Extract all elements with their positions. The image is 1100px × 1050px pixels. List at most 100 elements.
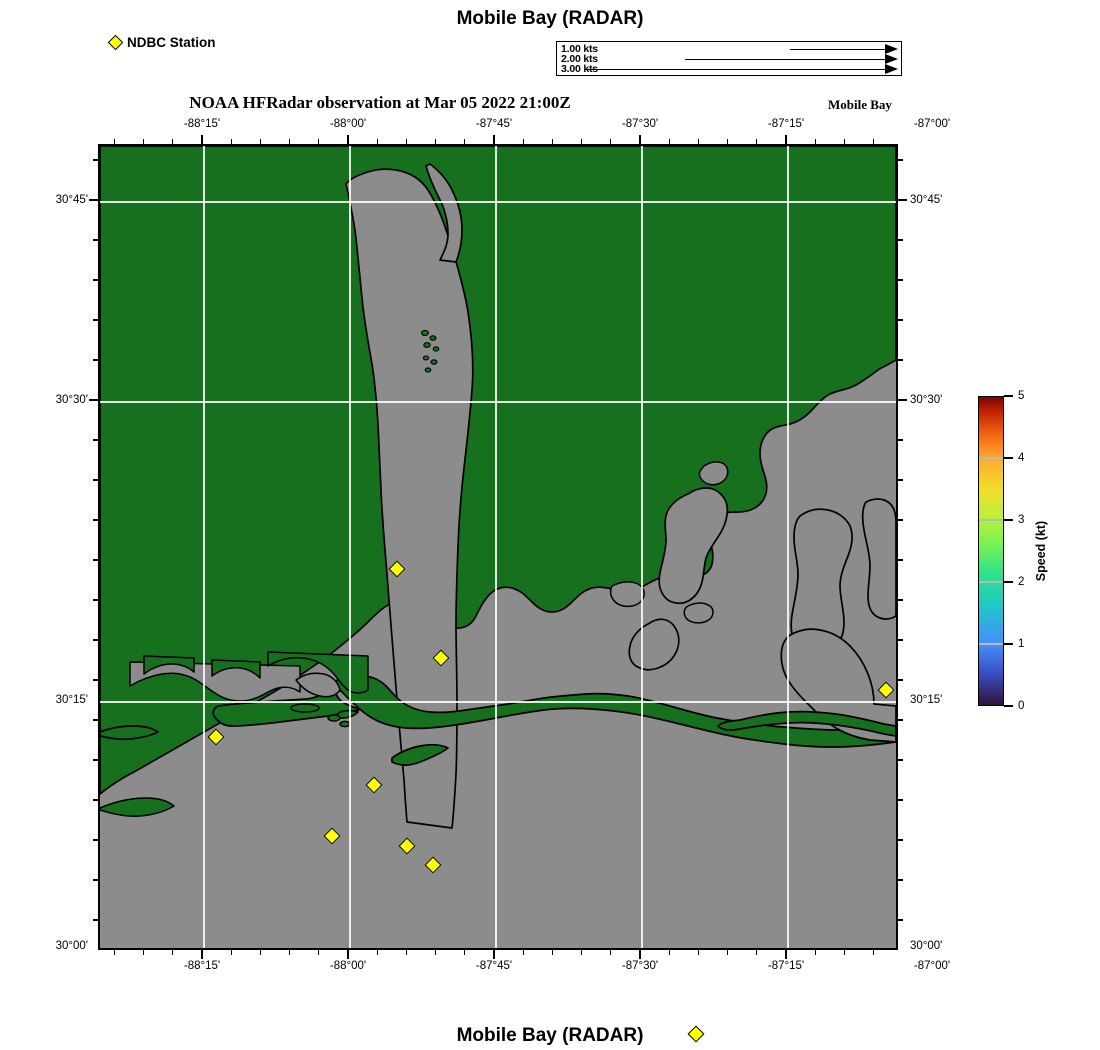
colorbar-tick-label: 5 [1018, 390, 1025, 402]
y-tick-left [93, 359, 98, 361]
y-tick-right [898, 319, 903, 321]
x-tick-bottom [697, 950, 700, 955]
x-tick-bottom [201, 950, 203, 959]
y-axis-label-right: 30°00' [910, 940, 943, 952]
y-tick-right [898, 359, 903, 361]
x-tick-top [230, 139, 232, 144]
x-tick-bottom [551, 950, 554, 955]
grand-bay-water [295, 672, 341, 698]
peninsula-island-south [391, 743, 449, 766]
x-tick-bottom [113, 950, 116, 955]
map-canvas [100, 146, 896, 948]
map-plot-area[interactable] [98, 144, 898, 950]
santa-rosa-island [717, 710, 896, 737]
ndbc-station-legend-label: NDBC Station [127, 35, 216, 50]
y-tick-left [93, 839, 98, 841]
x-tick-top [756, 139, 758, 144]
y-tick-left [93, 679, 98, 681]
region-label: Mobile Bay [828, 97, 892, 112]
x-tick-top [201, 135, 203, 144]
observation-subtitle: NOAA HFRadar observation at Mar 05 2022 … [189, 93, 571, 112]
vector-scale-legend: 1.00 kts 2.00 kts 3.00 kts [556, 41, 902, 76]
x-tick-bottom [668, 950, 670, 955]
x-tick-bottom [259, 950, 262, 955]
blackwater-bay [861, 498, 896, 620]
y-tick-right [898, 199, 907, 201]
colorbar-tick [1004, 581, 1013, 583]
x-tick-top [610, 139, 612, 144]
colorbar-tick [1004, 395, 1013, 397]
y-tick-right [898, 239, 903, 241]
y-tick-right [898, 399, 907, 401]
x-axis-label-bottom: -88°15' [183, 960, 221, 972]
y-tick-left [93, 719, 98, 721]
y-tick-left [89, 399, 98, 401]
vector-scale-shaft-3 [585, 69, 885, 70]
y-tick-right [898, 439, 903, 441]
x-tick-top [318, 139, 320, 144]
y-tick-left [93, 759, 98, 761]
colorbar-tick [1004, 643, 1013, 645]
y-tick-left [93, 279, 98, 281]
y-axis-label-right: 30°15' [910, 694, 943, 706]
y-tick-left [93, 599, 98, 601]
page-title: Mobile Bay (RADAR) [456, 8, 644, 29]
x-tick-top [172, 139, 174, 144]
x-tick-bottom [347, 950, 349, 959]
x-tick-bottom [610, 950, 612, 955]
x-axis-label-bottom: -87°15' [767, 960, 805, 972]
x-tick-bottom [522, 950, 524, 955]
y-tick-left [93, 639, 98, 641]
vector-scale-row-3: 3.00 kts [557, 63, 901, 75]
x-tick-top [785, 135, 787, 144]
sound-islet-1 [290, 703, 320, 713]
x-tick-bottom [872, 950, 875, 955]
y-tick-left [93, 319, 98, 321]
ndbc-station-legend: NDBC Station [107, 34, 216, 51]
colorbar-inner-tick [979, 643, 1003, 645]
y-tick-left [93, 159, 98, 161]
colorbar-title: Speed (kt) [1034, 520, 1048, 582]
y-axis-label-left: 30°15' [55, 694, 88, 706]
y-axis-label-left: 30°45' [55, 194, 88, 206]
x-axis-label-top: -87°30' [621, 118, 659, 130]
footer-title: Mobile Bay (RADAR) [456, 1025, 644, 1046]
x-axis-label-top: -87°15' [767, 118, 805, 130]
vector-scale-row-2: 2.00 kts [557, 53, 901, 65]
x-tick-top [434, 139, 437, 144]
x-tick-bottom [843, 950, 846, 955]
x-axis-label-bottom: -87°45' [475, 960, 513, 972]
vector-scale-arrowhead-3 [885, 64, 898, 74]
x-tick-bottom [405, 950, 408, 955]
y-tick-right [898, 839, 903, 841]
speed-colorbar[interactable]: 0 1 2 3 4 5 [978, 390, 1024, 712]
y-tick-right [898, 759, 903, 761]
perdido-bay [658, 487, 729, 605]
x-tick-top [843, 139, 846, 144]
pensacola-bay [780, 628, 896, 743]
y-tick-right [898, 279, 903, 281]
y-tick-left [93, 799, 98, 801]
y-tick-left [93, 519, 98, 521]
x-tick-top [522, 139, 524, 144]
vector-scale-label-2: 2.00 kts [561, 53, 598, 65]
x-tick-bottom [814, 950, 816, 955]
x-tick-top [259, 139, 262, 144]
x-tick-top [580, 139, 583, 144]
y-axis-label-left: 30°30' [55, 394, 88, 406]
colorbar-tick-label: 4 [1018, 452, 1025, 464]
x-tick-top [405, 139, 408, 144]
x-tick-top [347, 135, 349, 144]
x-tick-bottom [785, 950, 787, 959]
y-tick-right [898, 559, 903, 561]
colorbar-gradient [978, 396, 1004, 706]
colorbar-tick [1004, 519, 1013, 521]
x-tick-bottom [318, 950, 320, 955]
y-tick-left [93, 479, 98, 481]
nw-green-finger-1 [143, 655, 195, 675]
y-tick-right [898, 879, 903, 881]
x-axis-label-bottom: -87°00' [913, 960, 951, 972]
x-tick-top [639, 135, 641, 144]
colorbar-tick-label: 3 [1018, 514, 1025, 526]
x-tick-top [493, 135, 495, 144]
